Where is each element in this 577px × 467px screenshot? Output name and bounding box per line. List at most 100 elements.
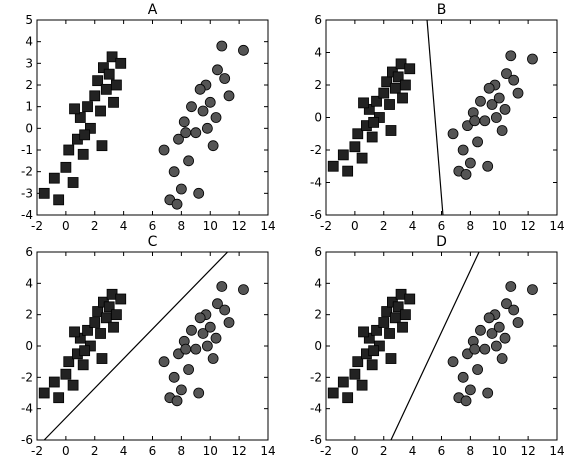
square-point [96, 353, 108, 364]
square-point [342, 392, 354, 404]
square-point [366, 131, 378, 143]
square-point [115, 293, 127, 305]
square-point [38, 387, 50, 399]
y-tick-label: -6 [310, 433, 322, 447]
circle-point [483, 82, 495, 94]
circle-point [219, 304, 231, 316]
square-point [352, 356, 364, 368]
x-tick-label: 12 [520, 444, 535, 458]
circle-point [508, 74, 520, 86]
x-tick-label: 12 [231, 444, 246, 458]
x-tick-label: 6 [149, 219, 157, 233]
x-tick-label: 10 [203, 444, 218, 458]
circle-point [204, 321, 216, 333]
x-tick-label: 10 [492, 219, 507, 233]
circle-point [194, 312, 206, 324]
square-point [404, 63, 416, 75]
square-point [38, 187, 50, 199]
y-tick-label: 4 [314, 46, 322, 60]
square-point [100, 312, 112, 324]
x-tick-label: 8 [467, 444, 475, 458]
circle-point [493, 92, 505, 104]
square-point [77, 148, 89, 160]
circle-point [499, 332, 511, 344]
circle-point [175, 384, 187, 396]
circle-point [219, 73, 231, 84]
circle-point [486, 328, 498, 339]
x-tick-label: 2 [380, 219, 388, 233]
square-point [327, 160, 339, 172]
square-point [378, 317, 390, 328]
square-point [89, 90, 101, 102]
circle-point [447, 356, 459, 368]
square-point [342, 165, 354, 177]
x-tick-label: 12 [231, 219, 246, 233]
y-tick-label: 2 [314, 308, 322, 322]
y-tick-label: -6 [21, 433, 33, 447]
circle-point [499, 103, 511, 115]
square-point [95, 105, 106, 117]
subplot-title: C [148, 234, 158, 250]
circle-point [190, 127, 202, 139]
y-tick-label: 0 [314, 111, 322, 125]
x-tick-label: 12 [520, 219, 535, 233]
circle-point [201, 122, 213, 134]
square-point [96, 140, 108, 152]
circle-point [197, 328, 209, 339]
circle-point [482, 160, 494, 172]
x-tick-label: 0 [62, 219, 70, 233]
square-point [98, 62, 109, 74]
circle-point [472, 364, 483, 375]
circle-point [460, 168, 472, 180]
circle-point [479, 343, 491, 355]
circle-point [193, 187, 205, 199]
y-tick-label: -4 [310, 402, 322, 416]
x-tick-label: 4 [409, 219, 417, 233]
y-tick-label: 2 [314, 78, 322, 92]
square-point [400, 309, 411, 321]
x-tick-label: 2 [91, 444, 99, 458]
square-point [103, 68, 115, 80]
circle-point [168, 371, 180, 383]
square-point [48, 376, 60, 388]
circle-point [186, 324, 197, 336]
x-tick-label: -2 [320, 219, 332, 233]
y-tick-label: -4 [310, 176, 322, 190]
circle-point [512, 317, 524, 328]
square-point [368, 345, 380, 357]
y-tick-label: 6 [25, 245, 33, 259]
subplot-title: D [436, 234, 447, 250]
square-point [82, 101, 93, 113]
circle-point [183, 155, 194, 167]
square-point [60, 368, 72, 380]
y-tick-label: 4 [314, 276, 322, 290]
circle-point [464, 384, 476, 396]
circle-point [482, 387, 494, 399]
square-point [385, 125, 397, 136]
circle-point [501, 298, 512, 310]
circle-point [527, 284, 538, 296]
axes-frame [36, 251, 269, 441]
square-point [366, 359, 378, 371]
x-tick-label: 4 [409, 444, 417, 458]
x-tick-label: 14 [260, 444, 275, 458]
circle-point [464, 157, 476, 169]
square-point [389, 82, 401, 94]
x-tick-label: 6 [438, 444, 446, 458]
square-point [53, 194, 65, 206]
y-tick-label: -6 [310, 208, 322, 222]
circle-point [496, 125, 508, 136]
circle-point [173, 133, 184, 145]
circle-point [472, 136, 483, 148]
square-point [337, 376, 349, 388]
square-point [85, 122, 96, 134]
separator-line [390, 251, 480, 441]
circle-point [475, 324, 486, 336]
circle-point [216, 281, 228, 292]
y-tick-label: 4 [25, 276, 33, 290]
square-point [358, 326, 369, 338]
square-point [337, 149, 349, 161]
y-tick-label: 3 [25, 56, 33, 70]
square-point [404, 293, 416, 305]
